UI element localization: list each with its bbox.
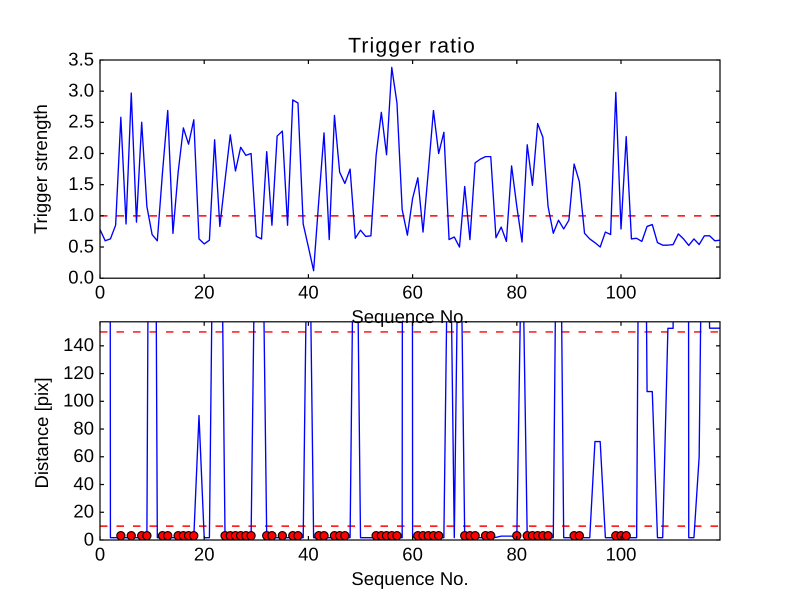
svg-text:2.5: 2.5 [68, 111, 94, 132]
svg-text:20: 20 [73, 501, 94, 522]
svg-text:0.5: 0.5 [68, 235, 94, 256]
svg-text:2.0: 2.0 [68, 142, 94, 163]
svg-text:80: 80 [507, 543, 528, 564]
svg-text:100: 100 [606, 543, 637, 564]
svg-text:60: 60 [73, 445, 94, 466]
svg-text:80: 80 [73, 417, 94, 438]
svg-text:1.0: 1.0 [68, 204, 94, 225]
svg-text:Distance [pix]: Distance [pix] [31, 377, 52, 488]
svg-text:0: 0 [95, 281, 105, 302]
svg-text:0: 0 [95, 543, 105, 564]
svg-text:40: 40 [298, 543, 319, 564]
svg-text:100: 100 [63, 390, 94, 411]
svg-text:Trigger strength: Trigger strength [30, 104, 51, 234]
svg-text:140: 140 [63, 334, 94, 355]
svg-text:0.0: 0.0 [68, 267, 94, 288]
svg-text:120: 120 [63, 362, 94, 383]
svg-text:Trigger ratio: Trigger ratio [348, 35, 476, 58]
svg-text:3.5: 3.5 [68, 48, 94, 69]
svg-text:40: 40 [298, 281, 319, 302]
svg-text:20: 20 [194, 543, 215, 564]
svg-text:3.0: 3.0 [68, 80, 94, 101]
svg-text:60: 60 [402, 281, 423, 302]
svg-text:Sequence No.: Sequence No. [351, 568, 468, 589]
svg-text:80: 80 [507, 281, 528, 302]
svg-text:1.5: 1.5 [68, 173, 94, 194]
svg-text:40: 40 [73, 473, 94, 494]
svg-text:Sequence No.: Sequence No. [351, 306, 468, 327]
svg-text:20: 20 [194, 281, 215, 302]
svg-text:60: 60 [402, 543, 423, 564]
svg-text:0: 0 [84, 528, 94, 549]
svg-text:100: 100 [606, 281, 637, 302]
